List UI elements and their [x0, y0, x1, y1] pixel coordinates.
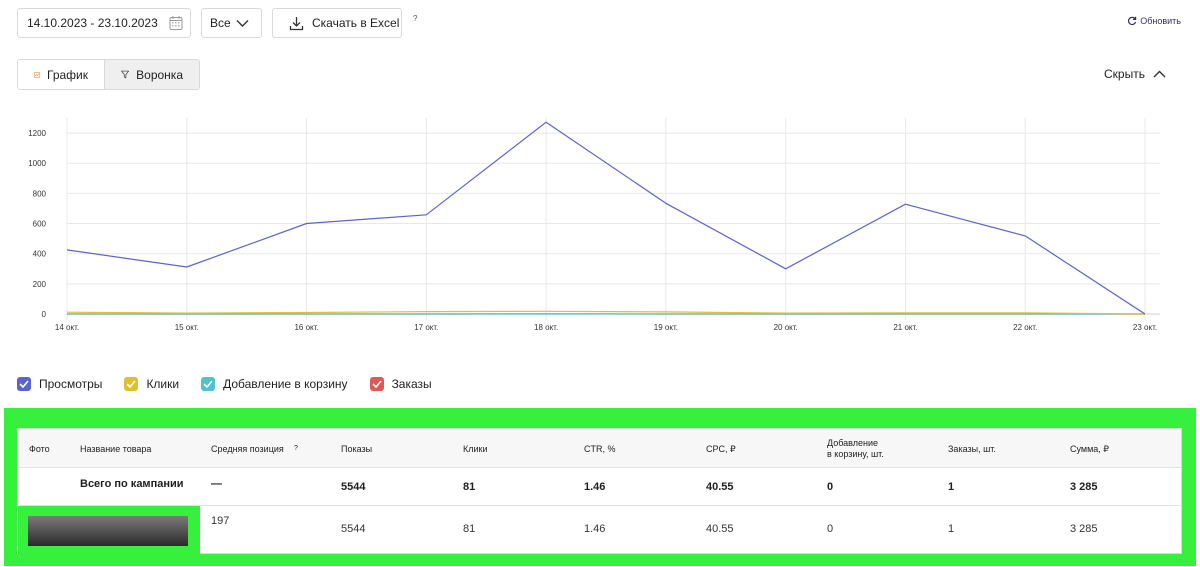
legend-label-views: Просмотры: [39, 377, 103, 391]
legend-label-cart: Добавление в корзину: [223, 377, 348, 391]
row-cpc: 40.55: [706, 523, 734, 535]
x-tick-label: 15 окт.: [175, 323, 199, 332]
legend-item-clicks[interactable]: Клики: [124, 377, 179, 391]
checkbox-checked-icon[interactable]: [124, 377, 139, 391]
hide-chart-button[interactable]: Скрыть: [1104, 67, 1166, 81]
stats-table: Фото Название товара Средняя позиция ? П…: [17, 428, 1182, 555]
total-ctr: 1.46: [584, 481, 606, 493]
y-tick-label: 200: [33, 280, 47, 289]
filter-select-value: Все: [210, 16, 231, 30]
row-clicks: 81: [463, 523, 476, 535]
tab-funnel[interactable]: Воронка: [104, 60, 199, 89]
download-excel-label: Скачать в Excel: [312, 16, 400, 30]
legend-item-cart[interactable]: Добавление в корзину: [201, 377, 348, 391]
col-position[interactable]: Средняя позиция: [211, 444, 284, 454]
checkbox-checked-icon[interactable]: [17, 377, 31, 391]
date-range-value: 14.10.2023 - 23.10.2023: [27, 16, 158, 30]
col-cart-line2[interactable]: в корзину, шт.: [827, 449, 884, 459]
legend-label-clicks: Клики: [146, 377, 180, 391]
x-tick-label: 14 окт.: [55, 323, 79, 332]
checkbox-checked-icon[interactable]: [369, 377, 384, 391]
position-help-icon[interactable]: ?: [294, 445, 298, 452]
hide-chart-label: Скрыть: [1104, 67, 1145, 81]
x-tick-label: 21 окт.: [893, 323, 917, 332]
tab-graph[interactable]: График: [18, 60, 104, 89]
checkbox-checked-icon[interactable]: [201, 377, 216, 391]
x-tick-label: 17 окт.: [414, 323, 438, 332]
series-line: [66, 121, 1146, 315]
col-impressions[interactable]: Показы: [341, 444, 373, 454]
col-ctr[interactable]: CTR, %: [584, 444, 616, 454]
total-cart: 0: [827, 481, 834, 493]
total-cpc: 40.55: [706, 481, 734, 493]
row-ctr: 1.46: [584, 523, 606, 535]
x-tick-label: 18 окт.: [534, 323, 558, 332]
x-tick-label: 16 окт.: [294, 323, 318, 332]
legend-item-views[interactable]: Просмотры: [17, 377, 102, 391]
y-tick-label: 1200: [28, 129, 46, 138]
y-tick-label: 600: [33, 220, 47, 229]
calendar-icon[interactable]: [169, 15, 183, 34]
filter-select[interactable]: Все: [201, 8, 262, 38]
legend-label-orders: Заказы: [391, 377, 432, 391]
line-chart: 0 200 400 600 800 1000 1200 14 окт. 15 окт. 16 ок…: [28, 118, 1160, 332]
download-excel-button[interactable]: Скачать в Excel: [272, 8, 402, 38]
col-sum[interactable]: Сумма, ₽: [1070, 444, 1110, 454]
total-impressions: 5544: [341, 481, 366, 493]
chevron-up-icon: [1153, 70, 1166, 78]
row-position: 197: [211, 515, 230, 527]
col-photo: Фото: [29, 444, 50, 454]
x-tick-label: 19 окт.: [654, 323, 678, 332]
help-icon[interactable]: ?: [413, 14, 418, 23]
series-line: [66, 310, 1146, 315]
col-name[interactable]: Название товара: [80, 444, 152, 454]
date-range-picker[interactable]: 14.10.2023 - 23.10.2023: [17, 8, 191, 38]
table-row-total: Всего по кампании — 5544 81 1.46 40.55 0…: [18, 468, 1181, 506]
col-cart-line1[interactable]: Добавление: [827, 438, 878, 448]
x-tick-label: 20 окт.: [774, 323, 798, 332]
table-header: Фото Название товара Средняя позиция ? П…: [18, 429, 1181, 468]
x-tick-label: 23 окт.: [1133, 323, 1157, 332]
view-tabs: График Воронка: [17, 59, 200, 90]
col-clicks[interactable]: Клики: [463, 444, 488, 454]
chart-legend: Просмотры Клики Добавление в корзину Зак…: [17, 377, 454, 391]
legend-item-orders[interactable]: Заказы: [369, 377, 432, 391]
total-name: Всего по кампании: [80, 478, 184, 490]
total-orders: 1: [948, 481, 955, 493]
refresh-label: Обновить: [1140, 16, 1181, 26]
y-tick-label: 1000: [28, 159, 46, 168]
row-cart: 0: [827, 523, 834, 535]
chart-icon: [34, 71, 40, 78]
refresh-button[interactable]: Обновить: [1127, 16, 1181, 26]
row-impressions: 5544: [341, 523, 366, 535]
row-orders: 1: [948, 523, 955, 535]
table-row[interactable]: 197 5544 81 1.46 40.55 0 1 3 285: [18, 506, 1181, 554]
col-orders[interactable]: Заказы, шт.: [948, 444, 996, 454]
product-photo[interactable]: [28, 516, 188, 546]
total-position: —: [211, 478, 222, 490]
refresh-icon: [1128, 16, 1137, 26]
total-clicks: 81: [463, 481, 476, 493]
y-tick-label: 0: [42, 310, 47, 319]
funnel-icon: [121, 70, 129, 79]
tab-funnel-label: Воронка: [136, 67, 183, 82]
row-sum: 3 285: [1070, 523, 1098, 535]
y-tick-label: 400: [33, 250, 47, 259]
x-tick-label: 22 окт.: [1013, 323, 1037, 332]
total-sum: 3 285: [1070, 481, 1098, 493]
y-tick-label: 800: [33, 189, 47, 198]
tab-graph-label: График: [47, 67, 88, 82]
chevron-down-icon: [236, 17, 249, 31]
download-icon: [289, 16, 304, 31]
col-cpc[interactable]: CPC, ₽: [706, 444, 736, 454]
